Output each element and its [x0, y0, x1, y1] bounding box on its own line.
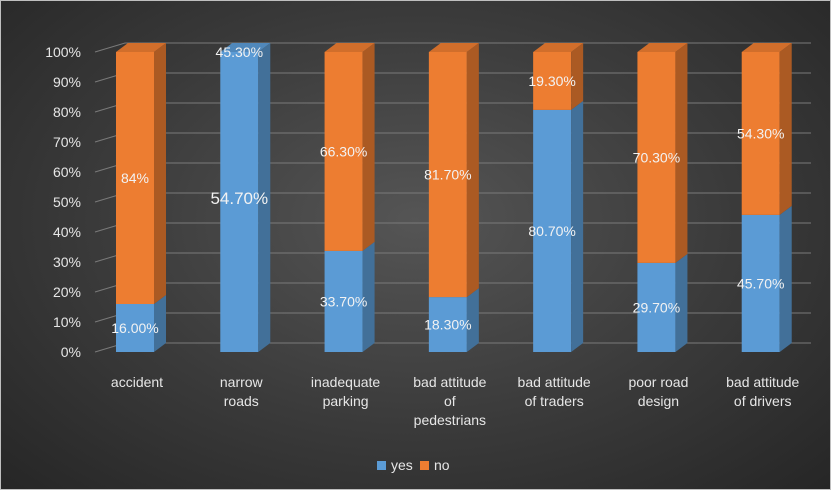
bar-top-no	[533, 43, 584, 52]
data-label-no: 66.30%	[320, 143, 367, 159]
x-category-label: of traders	[525, 393, 584, 409]
bar-yes	[637, 262, 676, 352]
y-axis-ticks: 0% 10% 20% 30% 40% 50% 60% 70% 80% 90% 100%	[45, 44, 81, 360]
data-label-yes: 80.70%	[528, 223, 575, 239]
y-tick-label: 60%	[53, 164, 81, 180]
x-category-label: design	[638, 393, 679, 409]
bar-side-yes	[154, 295, 166, 352]
x-category-label: pedestrians	[414, 412, 486, 428]
bar-side-yes	[571, 100, 584, 353]
data-label-no: 70.30%	[633, 149, 680, 165]
bar-side-no	[154, 43, 166, 304]
x-category-label: bad attitude	[413, 374, 486, 390]
y-tick-label: 80%	[53, 104, 81, 120]
bar-side-no	[466, 43, 479, 298]
bar-yes	[741, 214, 780, 352]
x-axis-categories: accident narrow roads inadequate parking bad …	[111, 374, 800, 428]
x-category-label: poor road	[628, 374, 688, 390]
bar-top-yes	[220, 43, 271, 52]
data-label-no: 81.70%	[424, 167, 471, 183]
data-label-yes: 29.70%	[633, 299, 680, 315]
legend: yes no	[377, 457, 450, 473]
data-label-yes: 16.00%	[111, 320, 158, 336]
data-label-no: 84%	[121, 170, 149, 186]
bar-top-no	[428, 43, 479, 52]
x-category-label: bad attitude	[518, 374, 591, 390]
x-category-label: inadequate	[311, 374, 381, 390]
x-category-label: of drivers	[734, 393, 792, 409]
bar-no	[637, 52, 676, 263]
y-tick-label: 10%	[53, 314, 81, 330]
bar-side-no	[675, 43, 688, 263]
data-label-yes: 33.70%	[320, 293, 367, 309]
bar-side-yes	[466, 288, 479, 352]
bar-side-yes	[675, 253, 688, 352]
x-category-label: accident	[111, 374, 163, 390]
bar-yes	[324, 250, 363, 352]
legend-label-yes: yes	[391, 457, 413, 473]
bar-no	[428, 52, 467, 298]
y-tick-label: 70%	[53, 134, 81, 150]
legend-swatch-yes	[377, 461, 386, 470]
data-labels: 16.00% 84% 54.70% 45.30% 33.70% 66.30% 18.30% 8…	[111, 44, 784, 336]
bar-top-no	[637, 43, 688, 52]
bars	[116, 43, 792, 353]
x-category-label: narrow	[220, 374, 264, 390]
y-tick-label: 40%	[53, 224, 81, 240]
legend-swatch-no	[420, 461, 429, 470]
bar-yes	[116, 304, 154, 352]
bar-yes	[220, 52, 259, 352]
bar-top-no	[116, 43, 166, 52]
y-tick-label: 50%	[53, 194, 81, 210]
bar-side-yes	[362, 241, 375, 352]
y-tick-label: 90%	[53, 74, 81, 90]
bar-side-no	[362, 43, 375, 251]
bar-no	[741, 52, 780, 215]
y-tick-label: 30%	[53, 254, 81, 270]
data-label-yes: 18.30%	[424, 317, 471, 333]
bar-top-no	[324, 43, 375, 52]
data-label-no: 54.30%	[737, 125, 784, 141]
x-category-label: bad attitude	[726, 374, 799, 390]
data-label-yes: 54.70%	[210, 189, 268, 208]
data-label-no: 45.30%	[216, 44, 263, 60]
bar-no	[324, 52, 363, 251]
bar-yes	[428, 297, 467, 352]
bar-top-no	[741, 43, 792, 52]
data-label-no: 19.30%	[528, 73, 575, 89]
bar-no	[116, 52, 154, 304]
data-label-yes: 45.70%	[737, 275, 784, 291]
bar-side-no	[571, 43, 584, 110]
y-tick-label: 100%	[45, 44, 81, 60]
y-tick-label: 0%	[61, 344, 81, 360]
x-category-label: of	[444, 393, 456, 409]
bar-yes	[533, 109, 572, 353]
y-tick-label: 20%	[53, 284, 81, 300]
bar-side-yes	[258, 43, 271, 352]
x-category-label: parking	[323, 393, 369, 409]
bar-side-yes	[779, 205, 792, 352]
legend-label-no: no	[434, 457, 450, 473]
bar-side-no	[779, 43, 792, 215]
bar-no	[533, 52, 572, 110]
x-category-label: roads	[224, 393, 259, 409]
